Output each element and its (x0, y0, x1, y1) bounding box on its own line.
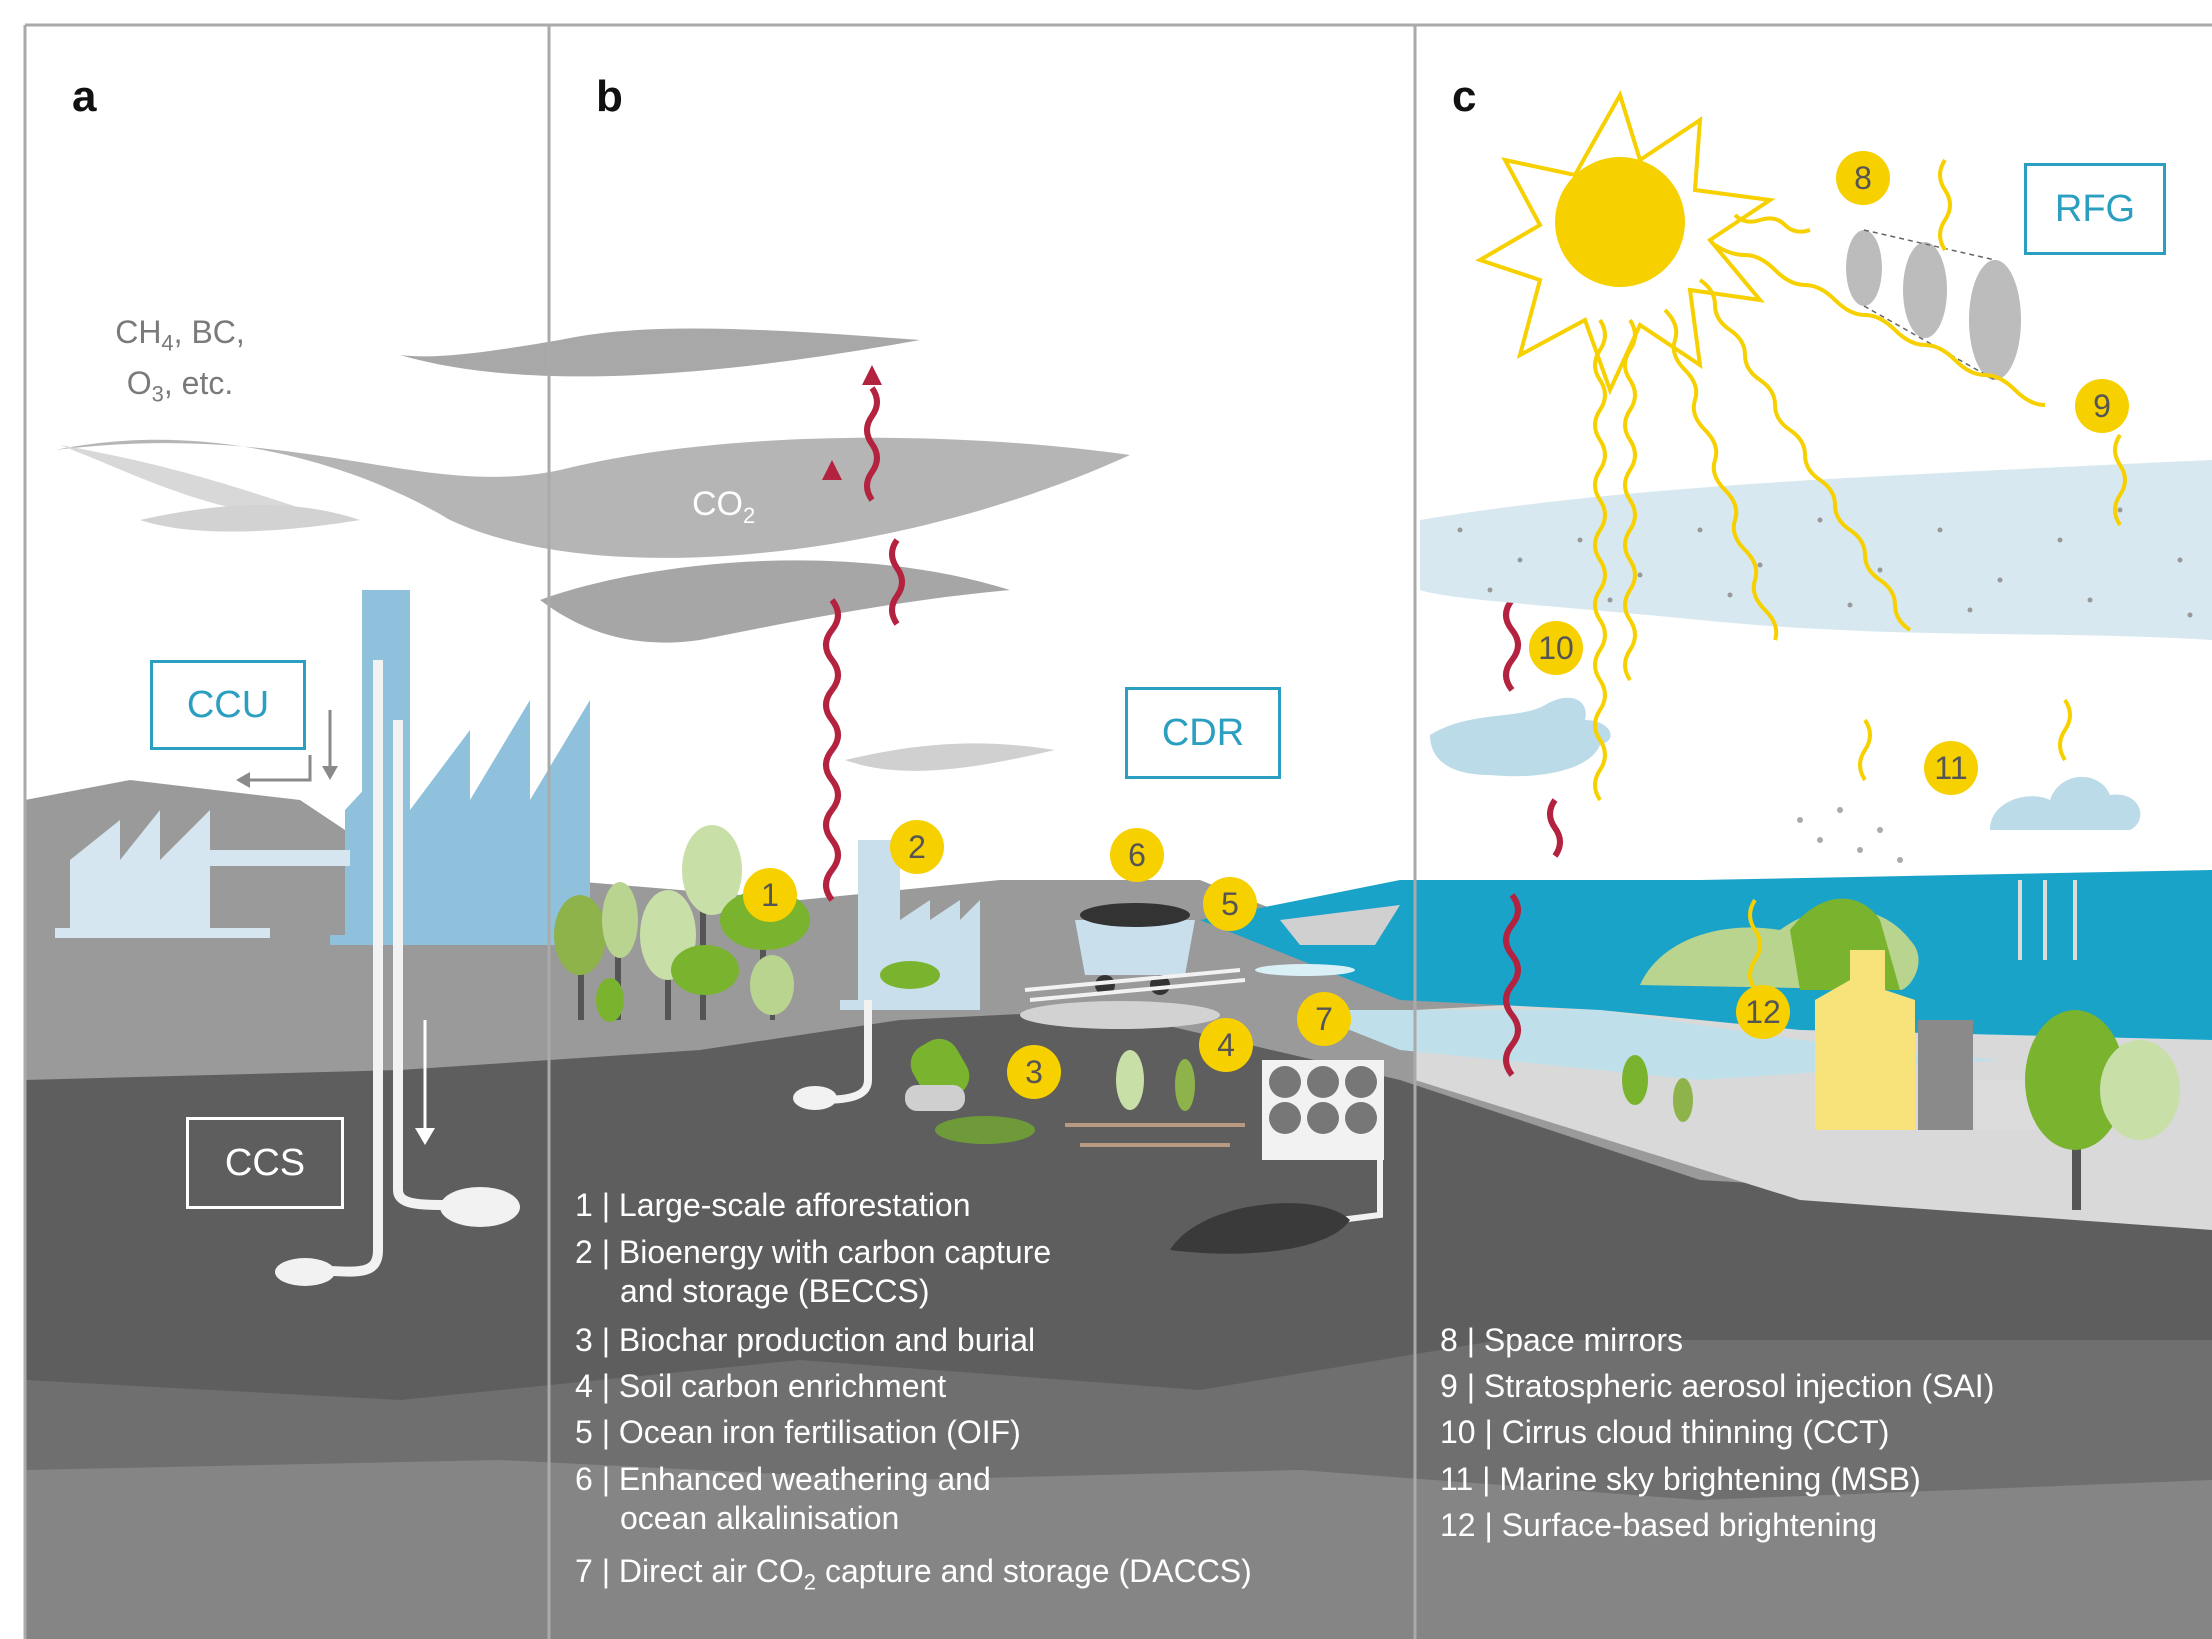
sun (1475, 89, 1776, 396)
legend-item-4: 4 | Soil carbon enrichment (575, 1368, 947, 1404)
weathering-cart (1020, 903, 1246, 1029)
legend-item-2-cont: and storage (BECCS) (620, 1273, 930, 1309)
aerosol-particles (1457, 507, 2193, 618)
space-mirrors (1846, 229, 2021, 381)
cdr-label: CDR (1125, 687, 1281, 779)
legend-item-6-cont: ocean alkalinisation (620, 1500, 900, 1536)
forest (554, 825, 810, 1022)
legend-item-10: 10 | Cirrus cloud thinning (CCT) (1440, 1414, 1890, 1450)
legend-item-1: 1 | Large-scale afforestation (575, 1187, 971, 1223)
legend-item-2: 2 | Bioenergy with carbon capture (575, 1234, 1052, 1270)
badge-6: 6 (1110, 828, 1164, 882)
heat-arrows (823, 386, 1563, 1077)
ccu-label: CCU (150, 660, 306, 750)
sea-sprayers (2018, 880, 2077, 960)
ground-layer-bottom (25, 1460, 2212, 1639)
legend-item-3: 3 | Biochar production and burial (575, 1322, 1036, 1358)
gas-cloud-wisp (60, 445, 340, 520)
badge-2: 2 (890, 820, 944, 874)
marine-cloud (1990, 776, 2141, 830)
gas-cloud-band (540, 560, 1010, 643)
legend-item-8: 8 | Space mirrors (1440, 1322, 1684, 1358)
legend-item-12: 12 | Surface-based brightening (1440, 1507, 1878, 1543)
legend-item-11: 11 | Marine sky brightening (MSB) (1440, 1461, 1921, 1497)
gases-label: CH4, BC, O3, etc. (115, 314, 245, 407)
legend-item-7: 7 | Direct air CO2 capture and storage (… (575, 1553, 1252, 1595)
legend-item-5: 5 | Ocean iron fertilisation (OIF) (575, 1414, 1021, 1450)
gas-cloud-wisp (845, 743, 1055, 771)
badge-5: 5 (1203, 877, 1257, 931)
cirrus-cloud (1430, 697, 1611, 777)
beccs-plant (840, 840, 980, 1010)
badge-12: 12 (1736, 985, 1790, 1039)
rfg-label: RFG (2024, 163, 2166, 255)
sun-rays (1593, 158, 2127, 992)
gas-cloud-band (55, 437, 1130, 558)
panel-letter-c: c (1452, 72, 1477, 121)
storage-reservoir (275, 1258, 335, 1286)
gas-cloud-band (400, 328, 920, 377)
crops (1065, 1050, 1245, 1147)
biochar (905, 1038, 1035, 1144)
ccu-factory (70, 810, 210, 930)
badge-8: 8 (1836, 151, 1890, 205)
city (1815, 950, 2035, 1130)
daccs-unit (1170, 1060, 1384, 1254)
badge-1: 1 (743, 868, 797, 922)
panel-letter-b: b (596, 72, 623, 121)
legend-item-6: 6 | Enhanced weathering and (575, 1461, 991, 1497)
badge-11: 11 (1924, 741, 1978, 795)
badge-7: 7 (1297, 992, 1351, 1046)
storage-reservoir (440, 1187, 520, 1227)
badge-4: 4 (1199, 1018, 1253, 1072)
aerosol-layer (1420, 460, 2212, 640)
ccu-arrow (245, 755, 312, 782)
legend-item-9: 9 | Stratospheric aerosol injection (SAI… (1440, 1368, 1995, 1404)
panel-letter-a: a (72, 72, 97, 121)
co2-label: CO2 (692, 485, 756, 528)
boat (1280, 905, 1400, 945)
tree-right (2025, 1010, 2180, 1210)
gas-cloud-wisp (140, 505, 360, 532)
ccs-label: CCS (186, 1117, 344, 1209)
badge-9: 9 (2075, 379, 2129, 433)
factory-building (345, 700, 590, 940)
badge-3: 3 (1007, 1045, 1061, 1099)
badge-10: 10 (1529, 621, 1583, 675)
